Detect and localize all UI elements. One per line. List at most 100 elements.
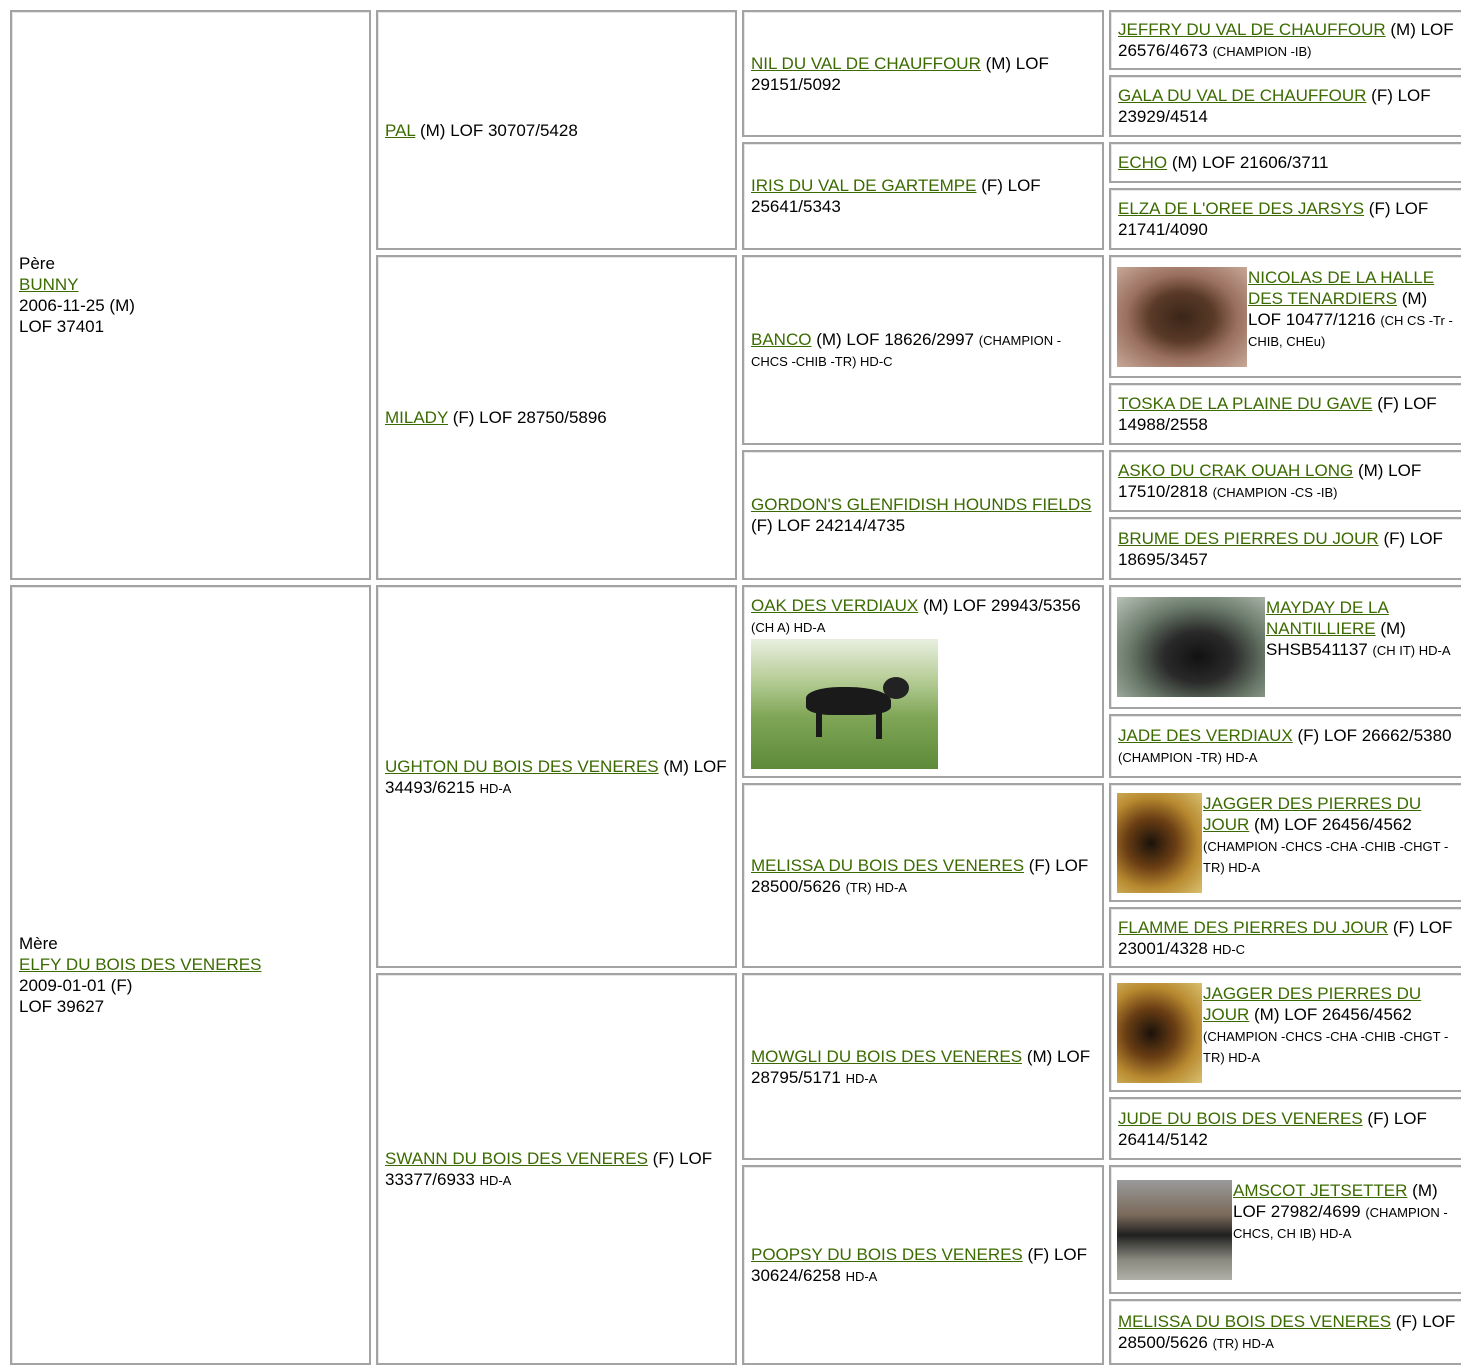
pedigree-cell: ASKO DU CRAK OUAH LONG (M) LOF 17510/281… xyxy=(1109,450,1461,512)
cell-content: GALA DU VAL DE CHAUFFOUR (F) LOF 23929/4… xyxy=(1118,85,1460,127)
dog-link[interactable]: JEFFRY DU VAL DE CHAUFFOUR xyxy=(1118,20,1386,39)
dog-link[interactable]: ASKO DU CRAK OUAH LONG xyxy=(1118,461,1354,480)
dog-titles: (TR) HD-A xyxy=(845,879,907,895)
dog-info: (F) LOF 26662/5380 xyxy=(1297,726,1452,745)
dog-photo xyxy=(1117,1179,1232,1280)
pedigree-cell: ECHO (M) LOF 21606/3711 xyxy=(1109,142,1461,183)
pedigree-cell: GORDON'S GLENFIDISH HOUNDS FIELDS (F) LO… xyxy=(742,450,1104,580)
cell-content: MELISSA DU BOIS DES VENERES (F) LOF 2850… xyxy=(751,855,1095,897)
dog-photo xyxy=(1117,597,1265,697)
dog-link[interactable]: GORDON'S GLENFIDISH HOUNDS FIELDS xyxy=(751,495,1092,514)
pedigree-cell: JAGGER DES PIERRES DU JOUR (M) LOF 26456… xyxy=(1109,973,1461,1092)
dog-link[interactable]: POOPSY DU BOIS DES VENERES xyxy=(751,1245,1023,1264)
dog-link[interactable]: IRIS DU VAL DE GARTEMPE xyxy=(751,176,977,195)
pedigree-cell: JAGGER DES PIERRES DU JOUR (M) LOF 26456… xyxy=(1109,783,1461,902)
dog-leg xyxy=(876,708,882,739)
dog-link[interactable]: PAL xyxy=(385,120,416,140)
cell-content: TOSKA DE LA PLAINE DU GAVE (F) LOF 14988… xyxy=(1118,393,1460,435)
dog-titles: HD-A xyxy=(479,1173,512,1188)
dog-titles: (CHAMPION -CHCS -CHA -CHIB -CHGT -TR) HD… xyxy=(1203,838,1449,875)
dog-info: (M) LOF 26576/4673 xyxy=(1118,20,1454,60)
dog-link[interactable]: ECHO xyxy=(1118,153,1168,172)
cell-content: ECHO (M) LOF 21606/3711 xyxy=(1118,152,1460,173)
dog-info: (M) LOF 26456/4562 xyxy=(1254,1004,1412,1024)
dog-link[interactable]: ELFY DU BOIS DES VENERES xyxy=(19,955,262,974)
dog-info: (F) LOF 25641/5343 xyxy=(751,176,1041,216)
pedigree-cell: IRIS DU VAL DE GARTEMPE (F) LOF 25641/53… xyxy=(742,142,1104,250)
pedigree-cell: NIL DU VAL DE CHAUFFOUR (M) LOF 29151/50… xyxy=(742,10,1104,137)
pedigree-cell: JUDE DU BOIS DES VENERES (F) LOF 26414/5… xyxy=(1109,1097,1461,1160)
cell-content: AMSCOT JETSETTER (M) LOF 27982/4699 (CHA… xyxy=(1117,1179,1460,1280)
dog-titles: (CHAMPION -TR) HD-A xyxy=(1118,750,1258,765)
dog-link[interactable]: JAGGER DES PIERRES DU JOUR xyxy=(1203,793,1422,834)
dog-info: (F) LOF 30624/6258 xyxy=(751,1245,1088,1285)
dog-titles: HD-A xyxy=(479,780,512,796)
dog-link[interactable]: MOWGLI DU BOIS DES VENERES xyxy=(751,1046,1023,1066)
parent-label: Mère xyxy=(19,934,58,953)
dog-titles: HD-A xyxy=(845,1070,878,1086)
dog-titles: HD-A xyxy=(845,1269,878,1284)
dog-titles: (CH CS -Tr -CHIB, CHEu) xyxy=(1248,312,1453,349)
dog-titles: HD-C xyxy=(1212,941,1246,957)
cell-content: NIL DU VAL DE CHAUFFOUR (M) LOF 29151/50… xyxy=(751,53,1095,95)
dog-titles: (CHAMPION -CHCS, CH IB) HD-A xyxy=(1233,1204,1448,1241)
cell-content: JADE DES VERDIAUX (F) LOF 26662/5380 (CH… xyxy=(1118,725,1460,767)
cell-content: JAGGER DES PIERRES DU JOUR (M) LOF 26456… xyxy=(1117,792,1460,893)
pedigree-cell: MOWGLI DU BOIS DES VENERES (M) LOF 28795… xyxy=(742,973,1104,1160)
dog-link[interactable]: ELZA DE L'OREE DES JARSYS xyxy=(1118,199,1365,218)
dog-titles: (CHAMPION -IB) xyxy=(1212,44,1312,59)
dog-info: (M) LOF 27982/4699 xyxy=(1233,1180,1438,1221)
dog-info: (F) LOF 24214/4735 xyxy=(751,516,906,535)
dog-link[interactable]: BUNNY xyxy=(19,275,79,294)
dog-link[interactable]: JAGGER DES PIERRES DU JOUR xyxy=(1203,983,1422,1024)
dog-info: (F) LOF 14988/2558 xyxy=(1118,394,1437,434)
dog-link[interactable]: SWANN DU BOIS DES VENERES xyxy=(385,1149,648,1168)
pedigree-cell: NICOLAS DE LA HALLE DES TENARDIERS (M) L… xyxy=(1109,255,1461,378)
pedigree-cell: MELISSA DU BOIS DES VENERES (F) LOF 2850… xyxy=(1109,1299,1461,1365)
cell-content: FLAMME DES PIERRES DU JOUR (F) LOF 23001… xyxy=(1118,917,1460,959)
cell-content: IRIS DU VAL DE GARTEMPE (F) LOF 25641/53… xyxy=(751,175,1095,217)
pedigree-cell: PAL (M) LOF 30707/5428 xyxy=(376,10,737,250)
dog-link[interactable]: BRUME DES PIERRES DU JOUR xyxy=(1118,528,1379,548)
dog-link[interactable]: MELISSA DU BOIS DES VENERES xyxy=(751,855,1025,875)
cell-content: PAL (M) LOF 30707/5428 xyxy=(385,120,728,141)
dog-info: (F) LOF 18695/3457 xyxy=(1118,528,1443,569)
dog-info: (M) LOF 29943/5356 xyxy=(922,595,1081,615)
cell-content: MILADY (F) LOF 28750/5896 xyxy=(385,407,728,428)
dog-link[interactable]: OAK DES VERDIAUX xyxy=(751,595,919,615)
dog-titles: (TR) HD-A xyxy=(1212,1336,1274,1351)
dog-link[interactable]: UGHTON DU BOIS DES VENERES xyxy=(385,756,659,776)
dog-link[interactable]: AMSCOT JETSETTER xyxy=(1233,1180,1408,1200)
pedigree-cell: MAYDAY DE LA NANTILLIERE (M) SHSB541137 … xyxy=(1109,585,1461,709)
pedigree-cell: MELISSA DU BOIS DES VENERES (F) LOF 2850… xyxy=(742,783,1104,968)
pedigree-cell: AMSCOT JETSETTER (M) LOF 27982/4699 (CHA… xyxy=(1109,1165,1461,1294)
dog-link[interactable]: NIL DU VAL DE CHAUFFOUR xyxy=(751,53,981,73)
pedigree-cell: BANCO (M) LOF 18626/2997 (CHAMPION -CHCS… xyxy=(742,255,1104,445)
dog-link[interactable]: TOSKA DE LA PLAINE DU GAVE xyxy=(1118,394,1373,413)
cell-content: Mère ELFY DU BOIS DES VENERES 2009-01-01 (… xyxy=(19,933,362,1017)
dog-link[interactable]: MELISSA DU BOIS DES VENERES xyxy=(1118,1312,1392,1331)
dog-link[interactable]: MILADY xyxy=(385,408,448,427)
dog-link[interactable]: MAYDAY DE LA NANTILLIERE xyxy=(1266,598,1389,638)
pedigree-cell: SWANN DU BOIS DES VENERES (F) LOF 33377/… xyxy=(376,973,737,1365)
dog-link[interactable]: BANCO xyxy=(751,330,812,349)
cell-content: ELZA DE L'OREE DES JARSYS (F) LOF 21741/… xyxy=(1118,198,1460,240)
cell-content: JAGGER DES PIERRES DU JOUR (M) LOF 26456… xyxy=(1117,982,1460,1083)
dog-info: (F) LOF 28500/5626 xyxy=(751,855,1089,896)
dog-info: (M) LOF 10477/1216 xyxy=(1248,288,1428,329)
dog-info: (M) LOF 21606/3711 xyxy=(1171,153,1329,172)
dog-photo xyxy=(1117,266,1247,367)
registration: LOF 37401 xyxy=(19,317,105,336)
dog-titles: (CHAMPION -CHCS -CHIB -TR) HD-C xyxy=(751,333,1062,369)
cell-content: OAK DES VERDIAUX (M) LOF 29943/5356 (CH … xyxy=(751,595,1095,769)
dog-link[interactable]: NICOLAS DE LA HALLE DES TENARDIERS xyxy=(1248,267,1435,308)
dog-link[interactable]: GALA DU VAL DE CHAUFFOUR xyxy=(1118,86,1367,105)
cell-content: GORDON'S GLENFIDISH HOUNDS FIELDS (F) LO… xyxy=(751,494,1095,536)
dog-link[interactable]: FLAMME DES PIERRES DU JOUR xyxy=(1118,917,1389,937)
pedigree-cell: JADE DES VERDIAUX (F) LOF 26662/5380 (CH… xyxy=(1109,714,1461,778)
dog-link[interactable]: JUDE DU BOIS DES VENERES xyxy=(1118,1108,1363,1128)
pedigree-cell: JEFFRY DU VAL DE CHAUFFOUR (M) LOF 26576… xyxy=(1109,10,1461,70)
pedigree-cell: Père BUNNY 2006-11-25 (M) LOF 37401 xyxy=(10,10,371,580)
dog-link[interactable]: JADE DES VERDIAUX xyxy=(1118,726,1293,745)
